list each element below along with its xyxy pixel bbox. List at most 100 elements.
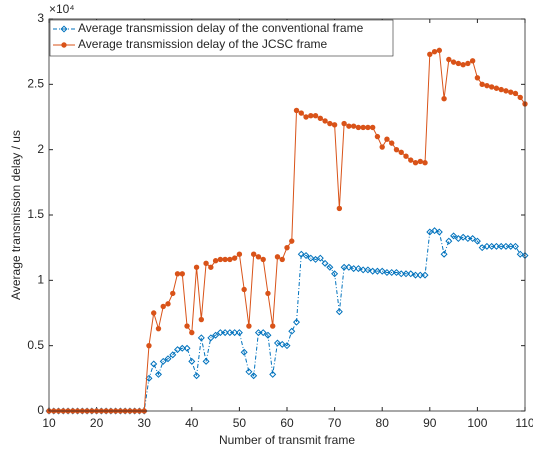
marker <box>397 270 405 278</box>
legend-label: Average transmission delay of the JCSC f… <box>78 37 328 51</box>
legend: Average transmission delay of the conven… <box>49 19 394 57</box>
marker <box>250 251 257 257</box>
marker <box>427 51 433 57</box>
marker <box>260 256 266 263</box>
marker <box>207 334 215 342</box>
marker <box>446 56 452 63</box>
y-tick-label: 3 <box>37 11 44 25</box>
marker <box>331 270 339 278</box>
marker <box>464 235 472 243</box>
marker <box>497 242 505 250</box>
marker <box>341 120 347 127</box>
marker <box>165 301 171 307</box>
legend-box <box>49 19 394 57</box>
marker <box>416 271 424 279</box>
marker <box>264 331 272 339</box>
marker <box>455 60 462 67</box>
y-tick-label: 2.5 <box>27 77 44 91</box>
marker <box>198 316 205 323</box>
marker <box>379 144 385 150</box>
x-tick-label: 10 <box>42 416 56 430</box>
marker <box>255 254 262 260</box>
marker <box>150 360 158 368</box>
marker <box>216 329 224 337</box>
marker <box>279 256 285 263</box>
marker <box>151 310 157 316</box>
x-tick-label: 70 <box>328 416 342 430</box>
marker <box>250 372 258 380</box>
marker <box>183 344 191 352</box>
marker <box>512 90 519 97</box>
marker <box>154 370 162 378</box>
marker <box>389 140 395 146</box>
marker <box>317 115 324 122</box>
marker <box>316 254 324 262</box>
marker <box>278 340 286 348</box>
marker <box>360 124 366 131</box>
axes-box <box>48 18 526 412</box>
y-tick-label: 0 <box>37 403 44 417</box>
marker <box>273 339 281 347</box>
marker <box>398 149 404 155</box>
x-tick-label: 90 <box>423 416 437 430</box>
y-exponent: ×10⁴ <box>49 2 75 16</box>
marker <box>293 318 301 326</box>
marker <box>483 242 491 250</box>
marker <box>350 123 357 129</box>
marker <box>421 271 429 279</box>
marker <box>407 270 415 278</box>
marker <box>450 59 457 65</box>
marker <box>197 334 205 342</box>
marker <box>450 232 458 240</box>
marker <box>403 153 409 159</box>
x-tick-label: 60 <box>280 416 294 430</box>
marker <box>293 107 300 114</box>
marker <box>170 290 176 297</box>
marker <box>473 237 481 245</box>
legend-label: Average transmission delay of the conven… <box>78 21 364 35</box>
marker <box>298 110 304 116</box>
marker <box>302 251 310 260</box>
marker <box>146 342 152 349</box>
marker <box>189 329 195 336</box>
marker <box>492 242 500 250</box>
marker <box>178 344 186 352</box>
marker <box>498 86 504 93</box>
marker <box>270 323 276 329</box>
marker <box>408 157 414 163</box>
marker <box>350 265 358 273</box>
marker <box>303 114 309 120</box>
marker <box>289 238 295 244</box>
marker <box>322 118 328 124</box>
marker <box>412 271 420 279</box>
marker <box>212 258 219 264</box>
marker <box>373 267 381 275</box>
marker <box>203 260 209 267</box>
marker <box>179 271 185 277</box>
marker <box>254 329 262 337</box>
marker <box>369 124 376 131</box>
y-axis-label: Average transmission delay / us <box>9 130 23 300</box>
marker <box>160 303 166 310</box>
marker <box>164 355 172 363</box>
marker <box>359 266 367 274</box>
x-tick-label: 80 <box>376 416 390 430</box>
marker <box>355 124 362 131</box>
marker <box>383 268 391 277</box>
marker <box>460 62 466 68</box>
marker <box>259 329 267 337</box>
marker <box>284 244 290 251</box>
marker <box>431 227 439 235</box>
marker <box>354 265 362 273</box>
marker <box>488 84 495 90</box>
marker <box>212 331 220 339</box>
marker <box>493 85 500 91</box>
marker <box>208 264 214 270</box>
marker <box>193 264 200 270</box>
marker <box>159 357 167 365</box>
marker <box>193 372 201 380</box>
marker <box>422 160 428 166</box>
marker <box>246 323 252 329</box>
marker <box>346 123 352 129</box>
